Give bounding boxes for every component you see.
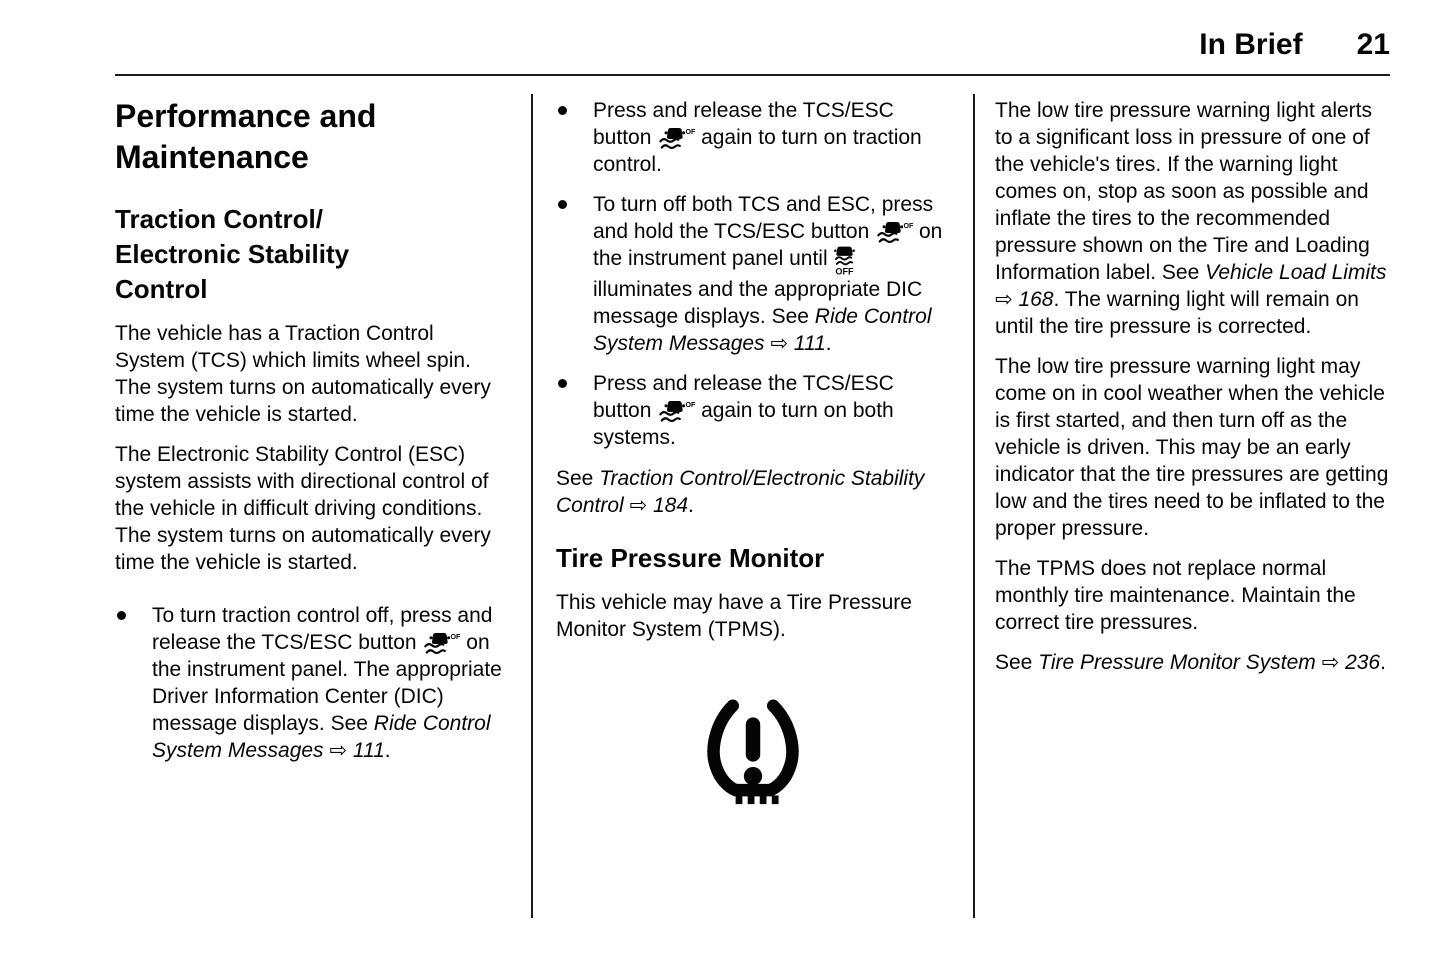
page-header: In Brief 21 xyxy=(115,28,1390,62)
text-run: ⇨ xyxy=(329,738,348,762)
column-divider-1 xyxy=(531,94,533,918)
chapter-title: Performance and Maintenance xyxy=(115,98,377,175)
text-run: To turn traction control off, press and … xyxy=(152,604,493,654)
bullet-item: Press and release the TCS/ESC button OFF… xyxy=(556,370,950,451)
text-run: . xyxy=(384,739,391,762)
bullet-marker xyxy=(556,97,593,178)
text-run: ⇨ xyxy=(995,287,1013,311)
text-run: The low tire pressure warning light aler… xyxy=(995,99,1372,284)
text-run: 236 xyxy=(1345,651,1381,674)
text-run: 111 xyxy=(793,332,826,355)
text-run: Ride Control System Messages xyxy=(593,305,932,355)
text-run: on the instrument panel. The appropriate… xyxy=(152,631,502,735)
text-run: 184 xyxy=(653,494,689,517)
text-run: ⇨ xyxy=(770,331,789,355)
svg-text:OFF: OFF xyxy=(686,401,696,409)
right-column: The low tire pressure warning light aler… xyxy=(995,94,1390,676)
bullet-list-left: To turn traction control off, press and … xyxy=(115,602,507,764)
see-reference-traction-control: See Traction Control/Electronic Stabilit… xyxy=(556,465,950,519)
section-title: In Brief xyxy=(1199,28,1303,61)
column-divider-2 xyxy=(973,94,975,918)
svg-text:OFF: OFF xyxy=(686,128,696,136)
text-run: Ride Control System Messages xyxy=(152,712,491,762)
bullet-text: Press and release the TCS/ESC button OFF… xyxy=(593,97,950,178)
text-run: 168 xyxy=(1018,288,1054,311)
text-run: . xyxy=(825,332,832,355)
text-run: 111 xyxy=(352,739,385,762)
text-run: See xyxy=(995,651,1039,674)
bullet-marker xyxy=(115,602,152,764)
text-run: ⇨ xyxy=(629,493,648,517)
bullet-item: To turn traction control off, press and … xyxy=(115,602,507,764)
bullet-marker xyxy=(556,370,593,451)
text-run: on the instrument panel until xyxy=(593,220,943,270)
tcs-esc-off-inline-icon: OFF xyxy=(657,125,701,151)
tcs-esc-off-inline-icon: OFF xyxy=(657,398,701,424)
text-run: Vehicle Load Limits xyxy=(1205,261,1387,284)
header-rule xyxy=(115,74,1390,76)
bullet-text: To turn traction control off, press and … xyxy=(152,602,507,764)
paragraph-cool-weather: The low tire pressure warning light may … xyxy=(995,353,1390,542)
tire-pressure-monitor-heading: Tire Pressure Monitor xyxy=(556,543,825,573)
paragraph-warning-light: The low tire pressure warning light aler… xyxy=(995,97,1390,340)
content-columns: Performance and Maintenance Traction Con… xyxy=(115,94,1390,918)
bullet-text: To turn off both TCS and ESC, press and … xyxy=(593,191,950,357)
middle-column: Press and release the TCS/ESC button OFF… xyxy=(556,94,950,807)
paragraph-maintenance: The TPMS does not replace normal monthly… xyxy=(995,555,1390,636)
svg-text:OFF: OFF xyxy=(836,266,855,276)
text-run: . xyxy=(688,494,694,517)
text-run: Press and release the TCS/ESC button xyxy=(593,99,894,149)
tpms-icon-container xyxy=(556,699,950,807)
text-run: again to turn on both systems. xyxy=(593,399,894,449)
left-column: Performance and Maintenance Traction Con… xyxy=(115,94,507,777)
text-run: The TPMS does not replace normal monthly… xyxy=(995,557,1356,634)
text-run: . xyxy=(1380,651,1386,674)
text-run: ⇨ xyxy=(1321,650,1340,674)
text-run: The low tire pressure warning light may … xyxy=(995,355,1389,540)
text-run: Tire Pressure Monitor System xyxy=(1038,651,1316,674)
paragraph-tpms: This vehicle may have a Tire Pressure Mo… xyxy=(556,591,912,641)
text-run: again to turn on traction control. xyxy=(593,126,922,176)
bullet-item: To turn off both TCS and ESC, press and … xyxy=(556,191,950,357)
text-run: To turn off both TCS and ESC, press and … xyxy=(593,193,934,243)
text-run: See xyxy=(556,467,600,490)
traction-control-heading: Traction Control/ Electronic Stability C… xyxy=(115,204,350,304)
tpms-warning-icon xyxy=(695,699,811,807)
text-run: . The warning light will remain on until… xyxy=(995,288,1359,338)
svg-text:OFF: OFF xyxy=(451,633,461,641)
text-run: Traction Control/Electronic Stability Co… xyxy=(556,467,925,517)
text-run: Press and release the TCS/ESC button xyxy=(593,372,894,422)
tcs-esc-off-inline-icon: OFF xyxy=(422,630,466,656)
bullet-item: Press and release the TCS/ESC button OFF… xyxy=(556,97,950,178)
tcs-esc-off-inline-icon: OFF xyxy=(875,219,919,245)
paragraph-tcs: The vehicle has a Traction Control Syste… xyxy=(115,322,491,426)
page-number: 21 xyxy=(1356,28,1390,61)
see-reference-tpms: See Tire Pressure Monitor System ⇨ 236. xyxy=(995,649,1390,676)
svg-text:OFF: OFF xyxy=(904,222,914,230)
tcs-esc-off-stacked-icon: OFF xyxy=(833,245,856,276)
bullet-text: Press and release the TCS/ESC button OFF… xyxy=(593,370,950,451)
bullet-list-middle: Press and release the TCS/ESC button OFF… xyxy=(556,97,950,451)
paragraph-esc: The Electronic Stability Control (ESC) s… xyxy=(115,443,491,574)
bullet-marker xyxy=(556,191,593,357)
text-run: illuminates and the appropriate DIC mess… xyxy=(593,278,923,328)
